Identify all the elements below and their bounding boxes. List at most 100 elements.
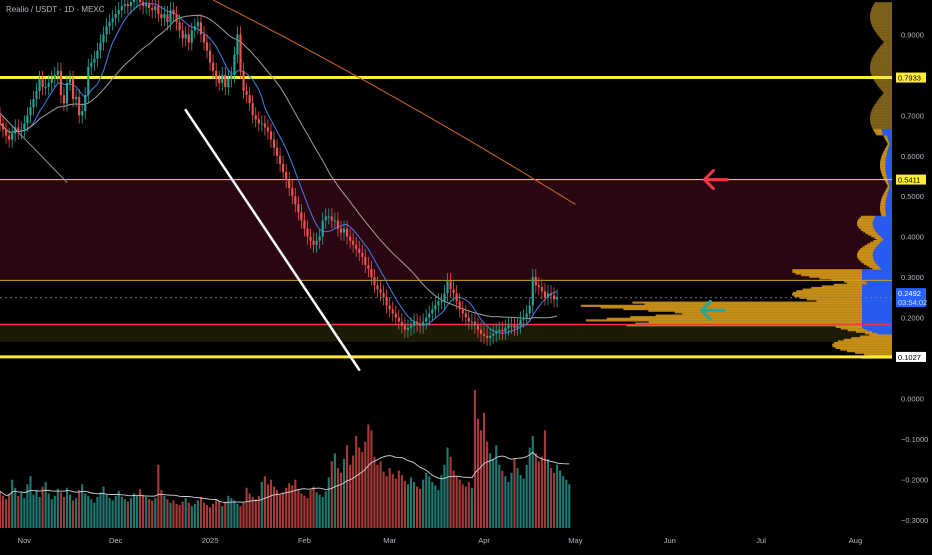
volume-bar [336, 468, 339, 528]
candle-body [212, 62, 215, 71]
y-tick-label: 0.0000 [901, 394, 924, 403]
volume-profile-bar [871, 235, 881, 238]
candle-body [56, 70, 59, 75]
candle-body [373, 277, 376, 286]
volume-profile-bar [873, 78, 892, 81]
volume-profile-bar [682, 312, 862, 316]
volume-bar [282, 492, 285, 528]
candle-body [464, 313, 467, 318]
volume-bar [528, 447, 531, 528]
volume-profile-bar [875, 31, 892, 34]
volume-bar [279, 494, 282, 528]
volume-bar [78, 490, 81, 528]
candle-body [498, 329, 501, 332]
candle-body [446, 281, 449, 294]
candle-body [47, 82, 50, 87]
volume-profile-bar-blue [887, 176, 892, 180]
candle-body [1, 123, 5, 130]
volume-profile-bar [832, 343, 892, 346]
volume-bar [495, 445, 498, 528]
x-tick-label: Nov [18, 536, 32, 545]
volume-bar [285, 487, 288, 528]
volume-bar [96, 496, 99, 528]
candle-body [425, 317, 428, 322]
volume-bar [178, 505, 181, 528]
candle-body [294, 196, 297, 205]
volume-profile-bar-blue [885, 201, 892, 204]
candle-body [476, 325, 480, 330]
volume-profile-bar-blue [885, 204, 892, 207]
volume-profile-bar-blue [872, 220, 892, 223]
volume-profile-bar [882, 42, 892, 45]
volume-bar [17, 495, 20, 528]
volume-profile-bar [861, 261, 876, 264]
volume-profile-bar [843, 338, 892, 341]
volume-profile-bar-blue [879, 241, 892, 244]
candle-body [266, 127, 269, 132]
volume-bar [208, 507, 212, 528]
volume-bar [400, 475, 403, 528]
candle-body [531, 277, 534, 306]
candle-body [409, 325, 413, 328]
volume-bar [394, 478, 397, 528]
volume-profile-bar-blue [887, 191, 892, 194]
candle-body [315, 240, 318, 245]
volume-profile-bar [857, 252, 873, 256]
volume-profile-bar [806, 298, 862, 301]
candle-body [516, 325, 519, 328]
x-tick-label: May [568, 536, 582, 545]
volume-profile-bar [870, 13, 892, 16]
candle-body [352, 240, 355, 245]
volume-bar [330, 461, 333, 528]
candle-body [14, 127, 17, 134]
volume-profile-bar [870, 21, 892, 24]
volume-profile-bar [875, 102, 892, 105]
candle-body [434, 305, 437, 310]
volume-profile-bar-blue [889, 142, 892, 146]
price-label-4: 0.1027 [896, 351, 926, 362]
arrow-0 [702, 169, 729, 191]
volume-profile-bar-blue [882, 131, 892, 134]
volume-profile-bar-blue [862, 322, 892, 325]
volume-profile-bar [870, 71, 892, 74]
volume-profile-bar-blue [885, 165, 892, 168]
volume-profile-bar [886, 144, 890, 147]
volume-profile-bar-blue [885, 168, 892, 172]
volume-bar [455, 476, 458, 528]
volume-profile-bar-blue [862, 270, 892, 273]
candle-body [111, 18, 114, 23]
volume-bar [339, 472, 343, 528]
volume-profile-bar [876, 83, 892, 86]
volume-bar [486, 441, 489, 528]
candle-body [84, 95, 87, 112]
candle-body [279, 155, 282, 164]
volume-bar [181, 501, 184, 528]
volume-profile-bar [870, 117, 892, 120]
candle-body [345, 228, 349, 237]
volume-profile-bar [857, 220, 873, 223]
volume-bar [553, 472, 556, 528]
volume-bar [248, 493, 251, 528]
volume-bar [519, 475, 522, 528]
candle-body [108, 22, 111, 27]
volume-profile-bar [884, 149, 888, 152]
candle-body [288, 180, 291, 189]
svg-text:03:54:02: 03:54:02 [898, 298, 927, 307]
volume-bar [419, 488, 422, 528]
volume-profile-bar-blue [872, 330, 892, 333]
volume-bar [428, 476, 431, 528]
candle-body [23, 123, 26, 130]
volume-bar [391, 473, 394, 528]
volume-bar [382, 471, 385, 528]
volume-bar [531, 436, 534, 528]
volume-bar [215, 499, 218, 528]
zone-1 [0, 324, 892, 342]
volume-profile-bar-blue [862, 314, 892, 317]
candle-body [254, 115, 257, 120]
volume-profile-bar [819, 277, 862, 280]
volume-bar [406, 484, 410, 528]
volume-bar [53, 495, 56, 528]
volume-profile-bar-blue [887, 134, 892, 138]
